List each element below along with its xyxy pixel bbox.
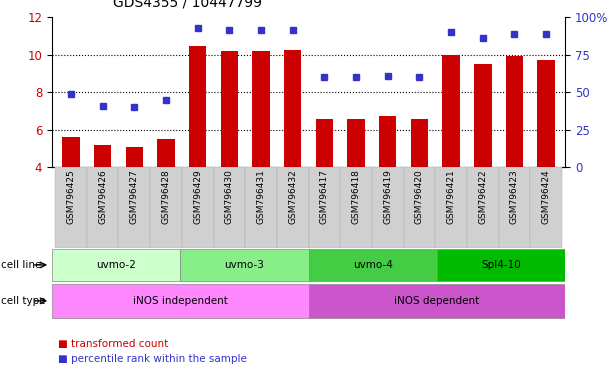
Text: GSM796431: GSM796431: [257, 169, 266, 224]
Text: GSM796427: GSM796427: [130, 169, 139, 224]
Text: ■ percentile rank within the sample: ■ percentile rank within the sample: [58, 354, 247, 364]
Text: GSM796430: GSM796430: [225, 169, 234, 224]
Text: GSM796426: GSM796426: [98, 169, 107, 224]
Bar: [538, 60, 555, 167]
Bar: [221, 51, 238, 167]
Bar: [62, 137, 79, 167]
Bar: [213, 167, 245, 248]
Text: Spl4-10: Spl4-10: [481, 260, 521, 270]
Bar: [309, 167, 340, 248]
Bar: [506, 56, 523, 167]
Bar: [180, 250, 309, 280]
Bar: [126, 147, 143, 167]
Bar: [437, 250, 565, 280]
Bar: [182, 167, 213, 248]
Bar: [52, 250, 180, 280]
Text: GSM796428: GSM796428: [161, 169, 170, 224]
Text: GSM796417: GSM796417: [320, 169, 329, 224]
Bar: [87, 167, 119, 248]
Bar: [467, 167, 499, 248]
Text: GSM796420: GSM796420: [415, 169, 424, 224]
Text: GSM796419: GSM796419: [383, 169, 392, 224]
Bar: [157, 139, 175, 167]
Text: GSM796432: GSM796432: [288, 169, 297, 224]
Bar: [499, 167, 530, 248]
Bar: [435, 167, 467, 248]
Bar: [245, 167, 277, 248]
Bar: [189, 46, 207, 167]
Text: uvmo-2: uvmo-2: [96, 260, 136, 270]
Text: ■ transformed count: ■ transformed count: [58, 339, 168, 349]
Bar: [277, 167, 309, 248]
Bar: [94, 145, 111, 167]
Bar: [379, 116, 397, 167]
Bar: [252, 51, 269, 167]
Bar: [404, 167, 435, 248]
Bar: [150, 167, 182, 248]
Text: GSM796429: GSM796429: [193, 169, 202, 224]
Text: cell line: cell line: [1, 260, 42, 270]
Text: iNOS independent: iNOS independent: [133, 296, 228, 306]
Bar: [530, 167, 562, 248]
Text: GDS4355 / 10447799: GDS4355 / 10447799: [113, 0, 262, 10]
Bar: [52, 284, 309, 318]
Bar: [316, 119, 333, 167]
Bar: [119, 167, 150, 248]
Bar: [411, 119, 428, 167]
Bar: [55, 167, 87, 248]
Text: uvmo-4: uvmo-4: [353, 260, 393, 270]
Bar: [340, 167, 372, 248]
Bar: [284, 50, 301, 167]
Bar: [442, 55, 460, 167]
Text: iNOS dependent: iNOS dependent: [394, 296, 480, 306]
Text: GSM796424: GSM796424: [542, 169, 551, 224]
Text: cell type: cell type: [1, 296, 46, 306]
Text: GSM796423: GSM796423: [510, 169, 519, 224]
Bar: [309, 250, 437, 280]
Bar: [309, 284, 565, 318]
Text: GSM796425: GSM796425: [67, 169, 75, 224]
Text: GSM796421: GSM796421: [447, 169, 456, 224]
Text: GSM796422: GSM796422: [478, 169, 488, 224]
Text: uvmo-3: uvmo-3: [224, 260, 265, 270]
Bar: [372, 167, 404, 248]
Bar: [474, 64, 491, 167]
Text: GSM796418: GSM796418: [351, 169, 360, 224]
Bar: [348, 119, 365, 167]
